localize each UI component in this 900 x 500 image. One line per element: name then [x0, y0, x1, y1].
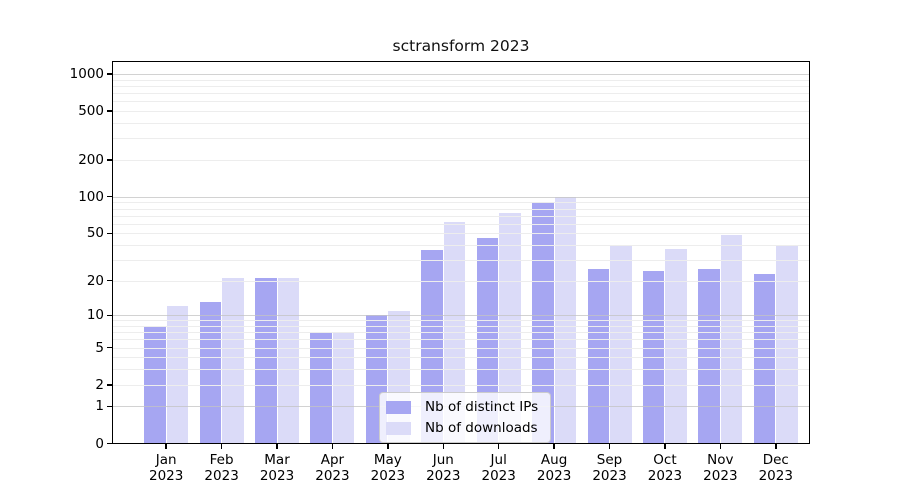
x-tick: [220, 443, 223, 449]
y-tick-label: 500: [78, 103, 104, 120]
gridline-minor: [112, 79, 810, 81]
legend-swatch-downloads: [386, 421, 411, 435]
x-tick-label-oct: Oct 2023: [647, 451, 683, 485]
gridline-minor: [112, 357, 810, 359]
x-tick-label-apr: Apr 2023: [315, 451, 350, 485]
legend-item-downloads: Nb of downloads: [386, 420, 538, 436]
y-tick: [107, 405, 112, 408]
y-tick: [107, 314, 112, 317]
gridline-minor: [112, 101, 810, 103]
bar-apr-2023-nb-of-distinct-ips: [310, 332, 332, 444]
gridline-minor: [112, 280, 810, 282]
bar-dec-2023-nb-of-distinct-ips: [753, 273, 776, 444]
y-tick-label: 10: [86, 307, 104, 324]
gridline-minor: [112, 384, 810, 386]
gridline-minor: [112, 332, 810, 334]
bar-nov-2023-nb-of-distinct-ips: [698, 269, 720, 444]
bar-mar-2023-nb-of-distinct-ips: [255, 278, 277, 444]
x-tick-label-may: May 2023: [370, 451, 406, 485]
y-tick-label: 0: [95, 435, 104, 452]
gridline-minor: [112, 347, 810, 349]
y-tick-label: 1000: [69, 66, 104, 83]
y-tick-label: 50: [86, 225, 104, 242]
gridline-minor: [112, 86, 810, 88]
y-tick-label: 2: [95, 376, 104, 393]
gridline-minor: [112, 339, 810, 341]
legend: Nb of distinct IPs Nb of downloads: [379, 392, 552, 443]
legend-label-distinct-ips: Nb of distinct IPs: [425, 399, 539, 415]
x-tick-label-mar: Mar 2023: [259, 451, 295, 485]
y-tick: [107, 232, 112, 235]
gridline-minor: [112, 159, 810, 161]
x-tick: [442, 443, 445, 449]
gridline-minor: [112, 244, 810, 246]
gridline-minor: [112, 111, 810, 113]
gridline-minor: [112, 259, 810, 261]
y-tick: [107, 159, 112, 161]
bar-aug-2023-nb-of-downloads: [554, 196, 577, 444]
y-tick: [107, 346, 112, 349]
gridline-minor: [112, 326, 810, 328]
y-tick: [107, 442, 112, 445]
gridline-minor: [112, 215, 810, 217]
bar-jan-2023-nb-of-downloads: [166, 306, 189, 444]
bar-mar-2023-nb-of-downloads: [277, 278, 300, 444]
bar-apr-2023-nb-of-downloads: [332, 332, 355, 444]
chart-title: sctransform 2023: [392, 37, 530, 55]
bar-oct-2023-nb-of-downloads: [665, 249, 687, 444]
bar-sep-2023-nb-of-distinct-ips: [587, 269, 610, 444]
gridline-minor: [112, 233, 810, 235]
x-tick-label-jun: Jun 2023: [426, 451, 461, 485]
x-tick-label-jan: Jan 2023: [149, 451, 184, 485]
bar-aug-2023-nb-of-distinct-ips: [532, 201, 554, 444]
x-tick-label-dec: Dec 2023: [758, 451, 793, 485]
x-tick: [165, 443, 167, 449]
bar-dec-2023-nb-of-downloads: [776, 244, 798, 444]
gridline-minor: [112, 202, 810, 204]
x-tick: [387, 443, 389, 449]
gridline-minor: [112, 123, 810, 125]
legend-item-distinct-ips: Nb of distinct IPs: [386, 399, 538, 415]
x-tick-label-jul: Jul 2023: [481, 451, 516, 485]
bar-sep-2023-nb-of-downloads: [610, 246, 632, 444]
gridline-minor: [112, 223, 810, 225]
y-tick: [107, 384, 112, 386]
gridline-major: [112, 196, 810, 198]
gridline-minor: [112, 369, 810, 371]
x-tick: [553, 443, 555, 449]
bar-feb-2023-nb-of-distinct-ips: [199, 302, 222, 444]
y-tick: [107, 279, 112, 282]
x-tick: [719, 443, 722, 449]
gridline-major: [112, 74, 810, 76]
x-tick: [608, 443, 611, 449]
bar-jul-2023-nb-of-downloads: [499, 213, 521, 444]
y-tick: [107, 195, 112, 198]
x-tick-label-aug: Aug 2023: [536, 451, 572, 485]
y-tick: [107, 110, 112, 112]
gridline-minor: [112, 208, 810, 210]
y-tick-label: 100: [78, 188, 104, 205]
y-tick-label: 1: [95, 398, 104, 415]
gridline-minor: [112, 93, 810, 95]
plot-area: [112, 60, 810, 444]
gridline-major: [112, 315, 810, 317]
legend-label-downloads: Nb of downloads: [425, 420, 538, 436]
y-tick: [107, 73, 112, 75]
x-tick: [775, 443, 777, 449]
x-tick: [331, 443, 334, 449]
y-tick-label: 200: [78, 151, 104, 168]
x-tick-label-sep: Sep 2023: [592, 451, 627, 485]
gridline-minor: [112, 138, 810, 140]
legend-swatch-distinct-ips: [386, 400, 411, 414]
x-tick: [497, 443, 500, 449]
y-tick-label: 5: [95, 339, 104, 356]
x-tick: [664, 443, 666, 449]
x-tick-label-nov: Nov 2023: [703, 451, 738, 485]
gridline-minor: [112, 320, 810, 322]
x-tick: [276, 443, 278, 449]
bar-feb-2023-nb-of-downloads: [222, 278, 244, 444]
y-tick-label: 20: [86, 272, 104, 289]
x-tick-label-feb: Feb 2023: [204, 451, 239, 485]
